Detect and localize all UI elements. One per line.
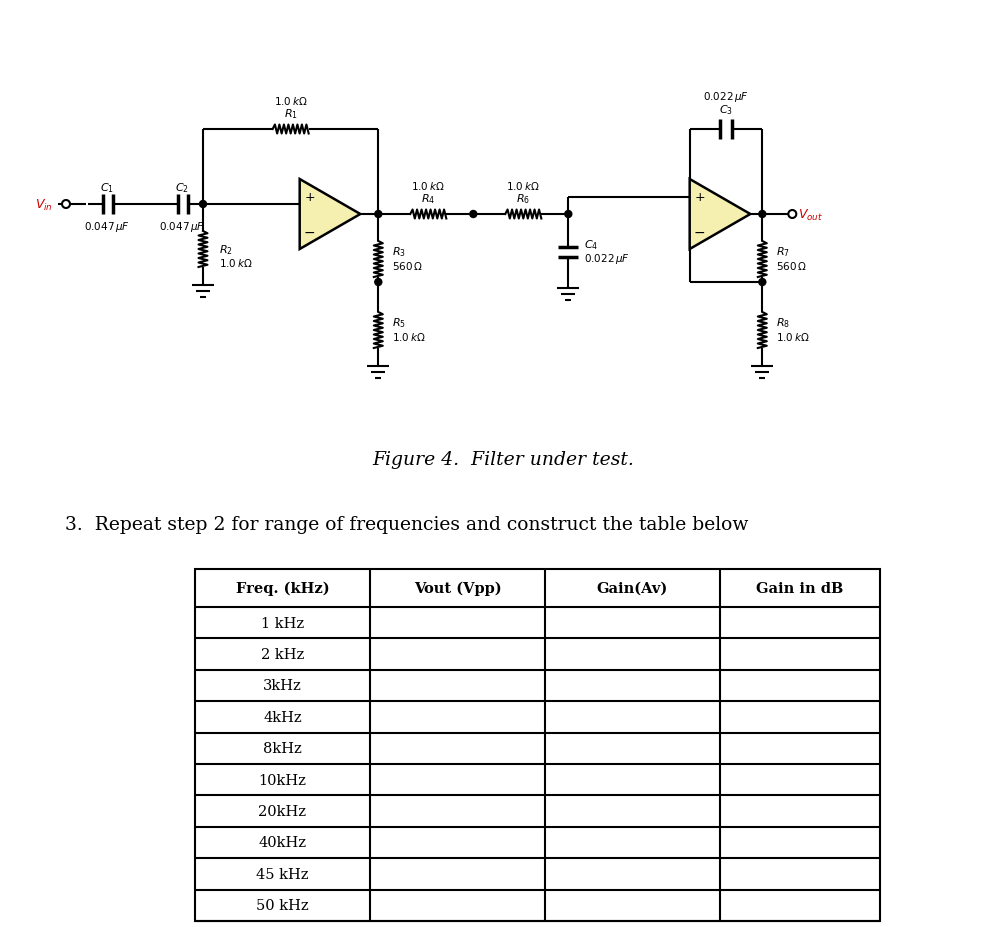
Polygon shape [300,180,360,249]
Polygon shape [690,180,750,249]
Text: 8kHz: 8kHz [264,742,302,756]
Text: $1.0\,k\Omega$: $1.0\,k\Omega$ [777,331,810,343]
Text: −: − [694,225,705,239]
Text: Gain(Av): Gain(Av) [597,581,668,595]
Circle shape [199,201,206,209]
Text: Freq. (kHz): Freq. (kHz) [235,581,329,595]
Text: $0.047\,\mu F$: $0.047\,\mu F$ [159,220,205,234]
Text: $560\,\Omega$: $560\,\Omega$ [392,260,424,272]
Text: 3.  Repeat step 2 for range of frequencies and construct the table below: 3. Repeat step 2 for range of frequencie… [65,515,748,533]
Text: 3kHz: 3kHz [264,679,302,692]
Text: $R_8$: $R_8$ [777,316,791,329]
Text: $0.022\,\mu F$: $0.022\,\mu F$ [703,90,749,104]
Text: 2 kHz: 2 kHz [261,647,304,661]
Text: $1.0\,k\Omega$: $1.0\,k\Omega$ [411,180,445,192]
Text: 20kHz: 20kHz [259,805,307,819]
Circle shape [375,279,382,286]
Circle shape [759,279,766,286]
Text: $R_2$: $R_2$ [219,243,232,257]
Text: $1.0\,k\Omega$: $1.0\,k\Omega$ [506,180,540,192]
Text: $R_7$: $R_7$ [777,245,791,259]
Text: $0.022\,\mu F$: $0.022\,\mu F$ [584,252,631,266]
Text: $1.0\,k\Omega$: $1.0\,k\Omega$ [274,95,308,107]
Text: $R_4$: $R_4$ [422,192,436,206]
Text: −: − [304,225,316,239]
Text: $R_6$: $R_6$ [516,192,530,206]
Text: 40kHz: 40kHz [259,835,307,849]
Text: 45 kHz: 45 kHz [257,867,309,881]
Circle shape [375,211,382,218]
Text: $560\,\Omega$: $560\,\Omega$ [777,260,807,272]
Text: 50 kHz: 50 kHz [257,898,309,912]
Circle shape [759,211,766,218]
Text: $V_{out}$: $V_{out}$ [799,208,824,222]
Text: Figure 4.  Filter under test.: Figure 4. Filter under test. [372,451,634,468]
Text: $1.0\,k\Omega$: $1.0\,k\Omega$ [392,331,426,343]
Text: $C_3$: $C_3$ [719,103,733,117]
Circle shape [470,211,477,218]
Text: $R_5$: $R_5$ [392,316,406,329]
Text: $V_{in}$: $V_{in}$ [35,197,53,212]
Text: 1 kHz: 1 kHz [261,616,304,630]
Text: +: + [694,191,705,204]
Text: $C_1$: $C_1$ [100,181,114,195]
Text: Gain in dB: Gain in dB [757,581,844,595]
Text: +: + [305,191,315,204]
Text: $C_2$: $C_2$ [175,181,189,195]
Text: $R_3$: $R_3$ [392,245,406,259]
Text: $1.0\,k\Omega$: $1.0\,k\Omega$ [219,257,253,269]
Text: $0.047\,\mu F$: $0.047\,\mu F$ [83,220,130,234]
Text: $C_4$: $C_4$ [584,238,599,251]
Text: 4kHz: 4kHz [264,710,302,724]
Text: $R_1$: $R_1$ [284,107,298,121]
Bar [195,569,880,921]
Circle shape [564,211,571,218]
Text: Vout (Vpp): Vout (Vpp) [413,581,501,595]
Text: 10kHz: 10kHz [259,773,307,787]
